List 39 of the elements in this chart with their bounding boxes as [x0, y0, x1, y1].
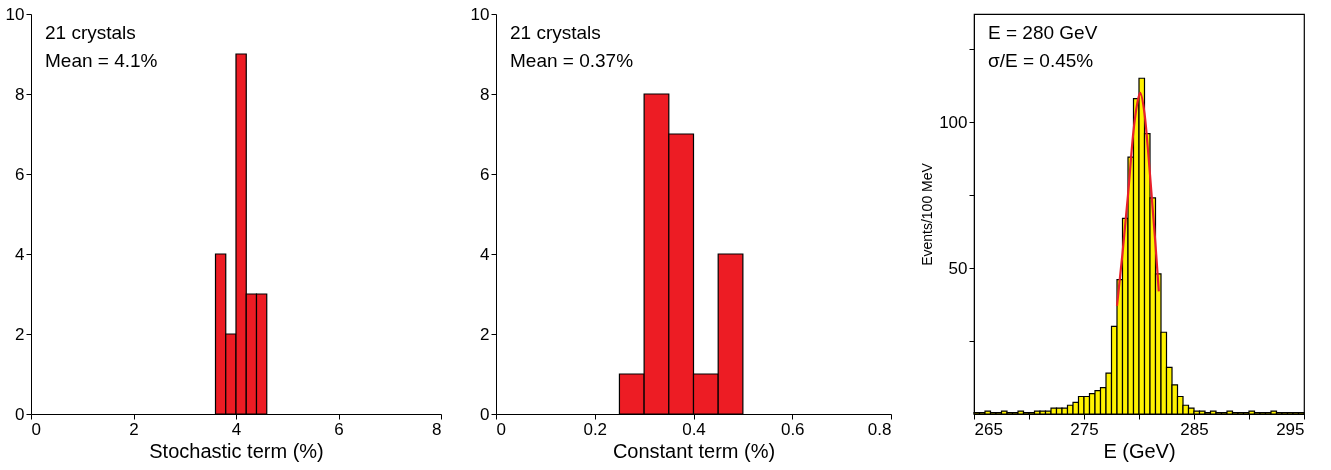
x-tick-label: 2 — [129, 419, 139, 439]
annotation: Mean = 4.1% — [45, 50, 158, 71]
x-tick-label: 0 — [31, 419, 41, 439]
annotation: 21 crystals — [45, 22, 136, 43]
x-tick-label: 0 — [496, 419, 506, 439]
y-tick-label: 0 — [480, 404, 490, 424]
x-tick-label: 6 — [334, 419, 344, 439]
y-tick-label: 10 — [5, 4, 25, 24]
y-tick-label: 10 — [470, 4, 490, 24]
y-tick-label: 0 — [15, 404, 25, 424]
y-tick-label: 6 — [480, 164, 490, 184]
x-axis-title: E (GeV) — [1103, 439, 1176, 462]
y-tick-label: 4 — [480, 244, 490, 264]
annotation: Mean = 0.37% — [510, 50, 634, 71]
annotation: σ/E = 0.45% — [988, 50, 1094, 71]
x-tick-label: 275 — [1070, 419, 1099, 439]
x-tick-label: 0.4 — [682, 419, 706, 439]
y-tick-label: 4 — [15, 244, 25, 264]
x-tick-label: 295 — [1276, 419, 1305, 439]
y-tick-label: 6 — [15, 164, 25, 184]
y-tick-label: 100 — [939, 112, 968, 132]
y-tick-label: 2 — [15, 324, 25, 344]
x-tick-label: 265 — [974, 419, 1003, 439]
line-series — [1115, 91, 1160, 308]
y-tick-label: 8 — [480, 84, 490, 104]
y-tick-label: 2 — [480, 324, 490, 344]
x-tick-label: 0.6 — [780, 419, 805, 439]
x-axis-title: Stochastic term (%) — [149, 439, 324, 462]
x-tick-label: 0.2 — [583, 419, 608, 439]
annotation: 21 crystals — [510, 22, 601, 43]
y-tick-label: 50 — [948, 258, 968, 278]
x-axis-title: Constant term (%) — [612, 439, 776, 462]
x-tick-label: 285 — [1180, 419, 1209, 439]
y-axis-title: Events/100 MeV — [919, 162, 936, 266]
x-tick-label: 8 — [432, 419, 442, 439]
y-tick-label: 8 — [15, 84, 25, 104]
x-tick-label: 0.8 — [867, 419, 892, 439]
annotation: E = 280 GeV — [988, 22, 1098, 43]
x-tick-label: 4 — [231, 419, 242, 439]
